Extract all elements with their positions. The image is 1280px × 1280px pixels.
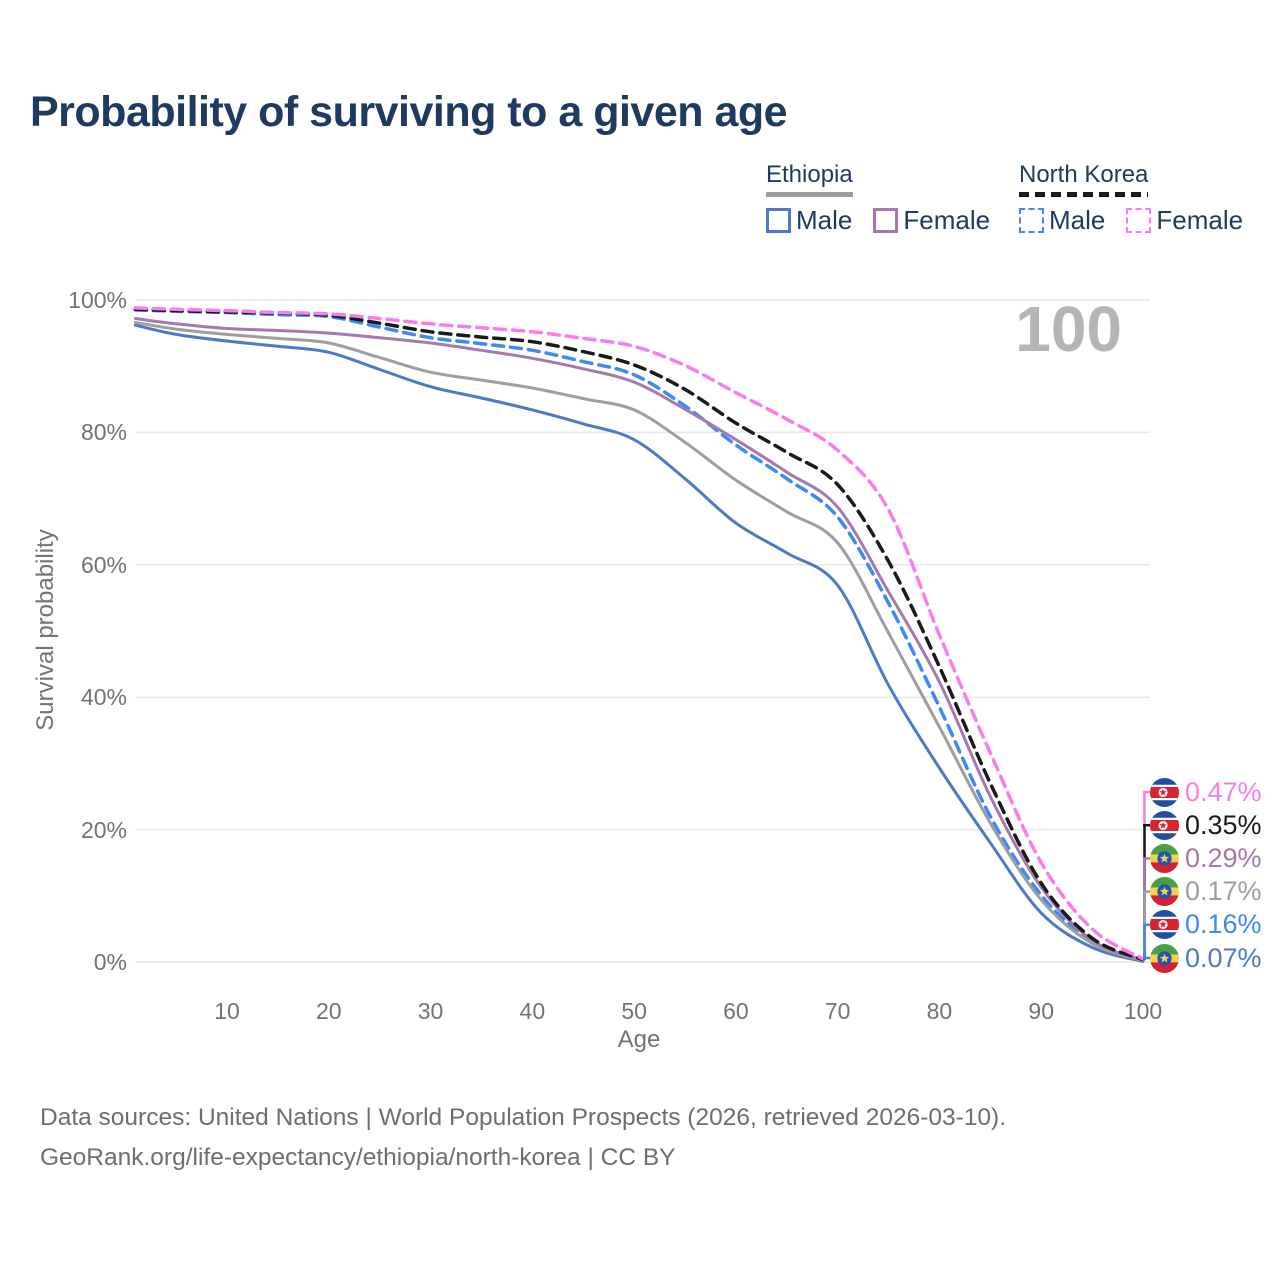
x-tick-20: 20	[315, 998, 342, 1024]
endpoint-value: 0.07%	[1185, 942, 1262, 973]
endpoint-label-north-korea-female: 0.47%	[1150, 776, 1262, 808]
x-axis-label: Age	[617, 1026, 661, 1053]
line-north-korea-female[interactable]	[133, 306, 1145, 961]
page-title: Probability of surviving to a given age	[30, 88, 788, 136]
hover-age-indicator: 100	[1015, 293, 1122, 365]
endpoint-value: 0.17%	[1185, 876, 1262, 907]
legend-item-north-korea-female[interactable]: Female	[1126, 205, 1243, 236]
line-north-korea-male[interactable]	[133, 308, 1145, 963]
legend-line-sample-ethiopia	[766, 192, 853, 197]
legend-item-ethiopia-male[interactable]: Male	[766, 205, 852, 236]
endpoint-label-ethiopia-male: 0.07%	[1150, 942, 1262, 974]
legend-entry-north-korea-total[interactable]: North Korea	[1019, 161, 1149, 197]
x-tick-30: 30	[417, 998, 444, 1024]
x-tick-100: 100	[1123, 998, 1163, 1024]
x-tick-40: 40	[519, 998, 546, 1024]
y-tick-80%: 80%	[80, 419, 127, 446]
y-tick-40%: 40%	[80, 684, 127, 711]
endpoint-value: 0.29%	[1185, 842, 1262, 873]
x-tick-60: 60	[723, 998, 749, 1024]
legend-items-ethiopia: Male Female	[766, 205, 1011, 236]
legend-group-ethiopia: Ethiopia Male Female	[766, 161, 1011, 236]
legend-item-label: Female	[903, 205, 991, 235]
legend-title-north-korea: North Korea	[1019, 161, 1149, 188]
x-tick-10: 10	[214, 998, 240, 1024]
y-tick-0%: 0%	[93, 949, 127, 975]
endpoint-value: 0.16%	[1185, 909, 1262, 940]
legend-swatch-icon	[1126, 208, 1152, 233]
y-tick-60%: 60%	[80, 551, 127, 578]
legend-items-north-korea: Male Female	[1019, 205, 1264, 236]
legend-item-label: Male	[1049, 205, 1106, 235]
endpoint-label-ethiopia-both-sexes: 0.17%	[1150, 876, 1262, 908]
data-source-note: Data sources: United Nations | World Pop…	[40, 1104, 1007, 1131]
x-tick-90: 90	[1028, 998, 1055, 1024]
endpoint-label-north-korea-male: 0.16%	[1150, 909, 1262, 941]
y-tick-20%: 20%	[80, 816, 127, 843]
legend-title-ethiopia: Ethiopia	[766, 161, 853, 188]
line-ethiopia-male[interactable]	[133, 323, 1145, 963]
ethiopia-flag-icon	[1150, 877, 1179, 907]
line-north-korea-both-sexes[interactable]	[133, 307, 1145, 962]
endpoint-value: 0.47%	[1185, 776, 1262, 807]
y-tick-100%: 100%	[68, 287, 127, 313]
endpoint-value: 0.35%	[1185, 809, 1262, 840]
legend-item-label: Male	[796, 205, 853, 235]
legend-swatch-icon	[766, 208, 791, 233]
endpoint-label-ethiopia-female: 0.29%	[1150, 842, 1262, 874]
x-tick-80: 80	[926, 998, 953, 1024]
legend-item-north-korea-male[interactable]: Male	[1019, 205, 1105, 236]
legend-swatch-icon	[873, 208, 899, 233]
north-korea-flag-icon	[1150, 777, 1179, 807]
legend-swatch-icon	[1019, 208, 1044, 233]
line-ethiopia-female[interactable]	[133, 317, 1145, 962]
legend-item-ethiopia-female[interactable]: Female	[873, 205, 990, 236]
legend-group-north-korea: North Korea Male Female	[1019, 161, 1264, 236]
x-tick-70: 70	[824, 998, 851, 1024]
line-ethiopia-both-sexes[interactable]	[133, 321, 1145, 963]
north-korea-flag-icon	[1150, 910, 1179, 940]
north-korea-flag-icon	[1150, 810, 1179, 840]
legend-entry-ethiopia-total[interactable]: Ethiopia	[766, 161, 853, 197]
ethiopia-flag-icon	[1150, 943, 1179, 973]
legend-item-label: Female	[1156, 205, 1244, 235]
source-url-note: GeoRank.org/life-expectancy/ethiopia/nor…	[40, 1144, 676, 1171]
legend-line-sample-north-korea	[1019, 192, 1149, 197]
x-tick-50: 50	[621, 998, 647, 1024]
endpoint-label-north-korea-both-sexes: 0.35%	[1150, 809, 1262, 841]
ethiopia-flag-icon	[1150, 843, 1179, 873]
